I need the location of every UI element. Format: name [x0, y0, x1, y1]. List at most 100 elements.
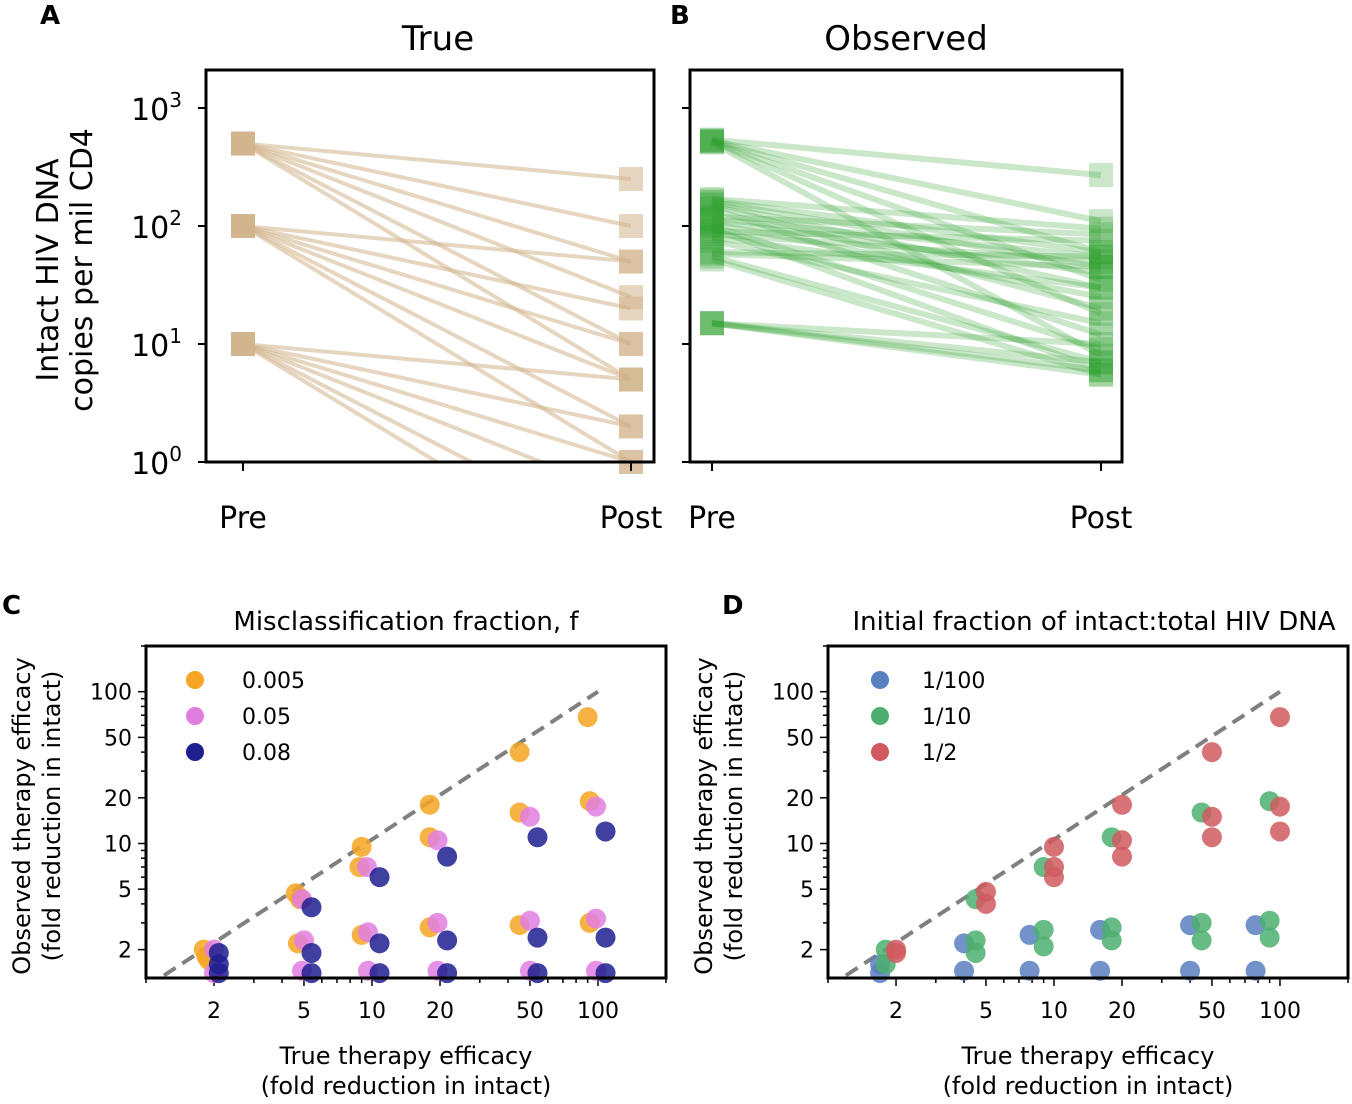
panel-d-xlabel-line1: True therapy efficacy [961, 1042, 1215, 1070]
b-pre-marker-14 [700, 209, 724, 234]
b-pre-marker-21 [700, 228, 724, 253]
d-point-s0-3 [954, 960, 975, 981]
b-post-marker-21 [1089, 311, 1113, 336]
a-series-line-6 [242, 224, 632, 264]
panel-b-yticks [682, 107, 690, 463]
panel-a-lines [241, 141, 633, 464]
panel-a-title: True [401, 19, 474, 59]
b-series-line-18 [711, 228, 1102, 244]
panel-c-legend: 0.005 0.05 0.08 [186, 669, 305, 766]
a-post-marker-0 [619, 167, 643, 192]
panel-c-xtick-labels: 2 5 10 20 50 100 [207, 999, 619, 1024]
a-series-line-12 [242, 342, 632, 382]
b-pre-marker-17 [700, 216, 724, 241]
panel-c-legend-swatch-1 [186, 707, 204, 725]
a-series-line-10 [242, 224, 632, 429]
panel-c-xtick: 5 [297, 999, 311, 1024]
panel-b-markers [700, 127, 1113, 387]
c-point-s1-9 [427, 912, 448, 933]
b-pre-marker-13 [700, 206, 724, 231]
b-post-marker-28 [1089, 358, 1113, 383]
svg-text:102: 102 [131, 206, 182, 246]
b-series-line-6 [711, 195, 1102, 232]
d-point-s2-14 [1269, 796, 1290, 817]
b-post-marker-14 [1089, 260, 1113, 285]
panel-c-ytick: 10 [104, 832, 132, 857]
b-series-line-12 [711, 213, 1102, 238]
panel-d-legend-swatch-2 [871, 743, 889, 761]
c-point-s2-7 [369, 933, 390, 954]
a-series-line-5 [241, 141, 633, 382]
b-post-marker-25 [1089, 362, 1113, 387]
c-point-s0-12 [509, 742, 530, 763]
b-post-marker-29 [1089, 362, 1113, 387]
d-point-s2-3 [975, 893, 996, 914]
panel-d-legend-label-0: 1/100 [922, 669, 985, 694]
b-pre-marker-6 [700, 186, 724, 211]
svg-text:100: 100 [131, 442, 182, 482]
c-point-s2-12 [527, 827, 548, 848]
panel-c: Misclassification fraction, f Observed t… [8, 607, 668, 1100]
panel-c-legend-label-2: 0.08 [242, 741, 291, 766]
panel-letter-d: D [722, 591, 744, 621]
d-point-s1-13 [1191, 930, 1212, 951]
b-series-line-9 [711, 200, 1102, 291]
panel-c-legend-label-1: 0.05 [242, 705, 291, 730]
b-pre-marker-19 [700, 222, 724, 247]
c-point-s1-8 [427, 830, 448, 851]
b-series-line-7 [711, 197, 1102, 256]
b-pre-marker-23 [700, 241, 724, 266]
d-point-s2-11 [1201, 806, 1222, 827]
a-series-line-1 [242, 141, 632, 228]
panel-c-ytick-labels: 2 5 10 20 50 100 [90, 681, 132, 964]
b-post-marker-15 [1089, 285, 1113, 310]
b-post-marker-1 [1089, 209, 1113, 234]
panel-c-legend-swatch-0 [186, 671, 204, 689]
b-post-marker-3 [1089, 267, 1113, 292]
a-series-line-13 [242, 342, 632, 429]
panel-a-yticks: 100 101 102 103 [131, 88, 206, 482]
panel-c-ytick: 5 [118, 878, 132, 903]
panel-d-ytick: 20 [786, 787, 814, 812]
b-pre-marker-9 [700, 191, 724, 216]
b-pre-marker-4 [700, 129, 724, 154]
a-pre-marker-17 [231, 332, 255, 356]
c-point-s2-4 [301, 942, 322, 963]
a-post-marker-12 [619, 367, 643, 392]
panel-d-legend-swatch-0 [871, 671, 889, 689]
b-pre-marker-7 [700, 188, 724, 213]
d-point-s2-13 [1269, 707, 1290, 728]
b-series-line-17 [710, 225, 1103, 373]
d-point-s2-10 [1201, 742, 1222, 763]
panel-c-title: Misclassification fraction, f [233, 607, 579, 637]
b-post-marker-20 [1089, 275, 1113, 300]
b-pre-marker-8 [700, 189, 724, 214]
panel-a-xticks: Pre Post [219, 462, 663, 536]
b-pre-marker-15 [700, 211, 724, 236]
c-point-s1-11 [519, 806, 540, 827]
panel-d-ytick: 5 [800, 878, 814, 903]
b-post-marker-11 [1089, 322, 1113, 347]
b-series-line-0 [711, 136, 1102, 179]
panel-a-ylabel: Intact HIV DNA copies per mil CD4 [31, 128, 100, 412]
b-post-marker-8 [1089, 254, 1113, 279]
panel-d-xtick: 10 [1040, 999, 1068, 1024]
panel-c-ylabel-line1: Observed therapy efficacy [8, 657, 36, 974]
d-point-s2-12 [1201, 827, 1222, 848]
b-series-line-28 [711, 320, 1102, 374]
a-post-marker-6 [619, 249, 643, 274]
panel-d-ylabel: Observed therapy efficacy (fold reductio… [690, 657, 748, 974]
panel-d-legend-label-1: 1/10 [922, 705, 971, 730]
b-pre-marker-28 [700, 311, 724, 336]
d-point-s2-9 [1112, 846, 1133, 867]
panel-d-ytick: 2 [800, 939, 814, 964]
d-point-s2-8 [1112, 830, 1133, 851]
b-pre-marker-1 [700, 128, 724, 153]
b-post-marker-23 [1089, 254, 1113, 279]
a-pre-marker-11 [231, 214, 255, 238]
panel-a: True Intact HIV DNA copies per mil CD4 1… [31, 19, 663, 536]
panel-a-ylabel-line1: Intact HIV DNA [31, 158, 66, 382]
b-series-line-25 [711, 256, 1102, 378]
c-point-s2-3 [301, 897, 322, 918]
panel-b-xtick-pre: Pre [688, 501, 736, 536]
